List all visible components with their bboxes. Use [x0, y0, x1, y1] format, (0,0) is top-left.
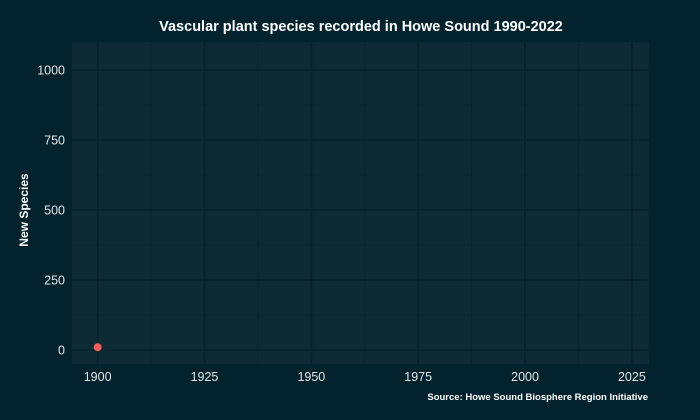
y-axis-ticks: 0 250 500 750 1000	[37, 64, 65, 358]
y-tick-label: 0	[58, 344, 65, 358]
y-tick-label: 250	[44, 274, 65, 288]
plot-panel	[72, 42, 649, 364]
y-tick-label: 750	[44, 134, 65, 148]
x-tick-label: 2000	[511, 370, 539, 384]
x-tick-label: 1975	[404, 370, 432, 384]
x-tick-label: 2025	[618, 370, 646, 384]
y-axis-label: New Species	[17, 173, 31, 247]
y-tick-label: 500	[44, 204, 65, 218]
data-point	[93, 343, 102, 352]
y-tick-label: 1000	[37, 64, 65, 78]
chart-caption: Source: Howe Sound Biosphere Region Init…	[427, 392, 648, 403]
x-tick-label: 1925	[191, 370, 219, 384]
data-points	[93, 343, 102, 352]
x-axis-ticks: 1900 1925 1950 1975 2000 2025	[84, 370, 646, 384]
x-tick-label: 1900	[84, 370, 112, 384]
x-tick-label: 1950	[297, 370, 325, 384]
grid-lines	[72, 42, 649, 364]
chart-title: Vascular plant species recorded in Howe …	[159, 19, 563, 35]
